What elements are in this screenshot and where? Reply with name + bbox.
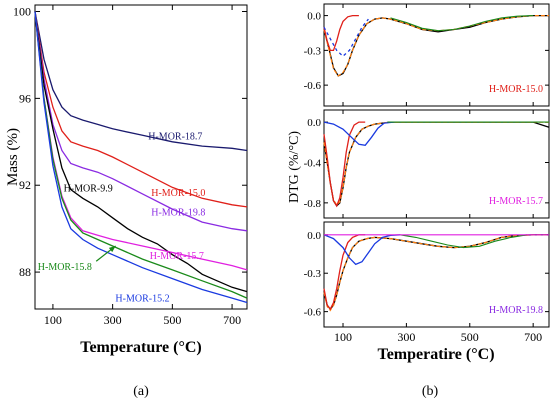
series-line-h-mor-9-9 <box>34 11 248 293</box>
subplot-ytick-label: -0.3 <box>304 268 322 280</box>
dtg-curve-h-mor-15-0-3 <box>323 18 369 58</box>
panel-a-ticks: 100 300 500 700 88 92 96 100 <box>13 5 247 327</box>
panel-b-panel-label: (b) <box>422 384 439 399</box>
series-line-h-mor-15-7 <box>34 11 248 271</box>
panel-a-ylabel: Mass (%) <box>5 128 21 186</box>
panel-b-xlabel: Temperatire (°C) <box>377 346 494 363</box>
dtg-curve-h-mor-19-8-1 <box>323 234 549 312</box>
panel-a-plot-frame <box>34 4 248 310</box>
series-label-h-mor-15-8: H-MOR-15.8 <box>38 262 92 273</box>
panel-b-subplots: 0.0 -0.3 -0.6 H-MOR-15.0 0.0 -0.4 -0.8 H-MOR-15… <box>304 3 550 344</box>
subplot-ytick-label: -0.6 <box>304 307 322 319</box>
panel-b-xtick-label: 300 <box>397 330 415 344</box>
panel-a-series-labels: H-MOR-18.7 H-MOR-15.0 H-MOR-19.8 H-MOR-9.9 H… <box>38 132 206 305</box>
panel-a-ytick-label: 92 <box>19 178 31 192</box>
panel-b-xtick-label: 700 <box>524 330 542 344</box>
subplot-h-mor-15-0: 0.0 -0.3 -0.6 H-MOR-15.0 <box>304 3 550 107</box>
series-line-h-mor-15-0 <box>34 11 248 208</box>
subplot-ytick-label: -0.4 <box>304 157 322 169</box>
series-label-h-mor-15-0: H-MOR-15.0 <box>151 188 205 199</box>
panel-a-xlabel: Temperature (°C) <box>80 339 201 356</box>
dtg-curve-h-mor-19-8-3 <box>323 234 401 266</box>
series-label-h-mor-19-8: H-MOR-19.8 <box>151 208 205 219</box>
subplot-frame <box>323 109 550 219</box>
subplot-ytick-label: -0.6 <box>304 80 322 92</box>
panel-a-ytick-label: 100 <box>13 5 31 19</box>
panel-b-xtick-label: 500 <box>461 330 479 344</box>
panel-a-panel-label: (a) <box>133 384 149 399</box>
panel-b-xtick-label: 100 <box>334 330 352 344</box>
panel-a-xtick-label: 700 <box>223 313 241 327</box>
dtg-curve-h-mor-15-7-1 <box>323 121 549 206</box>
subplot-frame <box>323 3 550 107</box>
dtg-curve-h-mor-15-0-1 <box>323 15 549 77</box>
dtg-curve-h-mor-19-8-4 <box>400 234 527 249</box>
panel-a-tga-chart: 100 300 500 700 88 92 96 100 H-MOR-18.7 H-MOR-15… <box>5 4 248 399</box>
panel-a-ytick-label: 96 <box>19 91 31 105</box>
subplot-name-h-mor-15-7: H-MOR-15.7 <box>489 196 543 207</box>
dtg-curve-h-mor-15-0-2 <box>323 14 359 52</box>
subplot-name-h-mor-19-8: H-MOR-19.8 <box>489 305 543 316</box>
series-label-h-mor-18-7: H-MOR-18.7 <box>148 132 202 143</box>
series-label-h-mor-15-2: H-MOR-15.2 <box>115 293 169 304</box>
subplot-ytick-label: 0.0 <box>307 230 321 242</box>
series-label-h-mor-9-9: H-MOR-9.9 <box>64 184 113 195</box>
dtg-curve-h-mor-15-7-2 <box>323 121 366 208</box>
panel-b-dtg-chart: 0.0 -0.3 -0.6 H-MOR-15.0 0.0 -0.4 -0.8 H-MOR-15… <box>287 3 550 399</box>
subplot-h-mor-19-8: 100 300 500 700 0.0 -0.3 -0.6 H-MOR-19.8 <box>304 221 550 344</box>
series-line-h-mor-18-7 <box>34 11 248 152</box>
panel-a-xtick-label: 500 <box>163 313 181 327</box>
subplot-ytick-label: 0.0 <box>307 11 321 23</box>
series-line-h-mor-15-2 <box>34 11 248 304</box>
subplot-frame <box>323 221 550 328</box>
subplot-ytick-label: 0.0 <box>307 117 321 129</box>
series-label-h-mor-15-7: H-MOR-15.7 <box>150 251 204 262</box>
series-line-h-mor-19-8 <box>34 11 248 232</box>
subplot-ytick-label: -0.8 <box>304 198 322 210</box>
subplot-ytick-label: -0.3 <box>304 45 322 57</box>
dtg-curve-h-mor-15-7-3 <box>323 121 394 147</box>
panel-a-xtick-label: 100 <box>44 313 62 327</box>
panel-b-ylabel: DTG (%/°C) <box>287 131 302 203</box>
subplot-h-mor-15-7: 0.0 -0.4 -0.8 H-MOR-15.7 <box>304 109 550 219</box>
panel-a-xtick-label: 300 <box>104 313 122 327</box>
panel-a-ytick-label: 88 <box>19 265 31 279</box>
annotation-arrow-head <box>108 246 116 253</box>
dtg-curve-h-mor-19-8-2 <box>323 234 366 311</box>
series-line-h-mor-15-8 <box>34 11 248 299</box>
dtg-curve-h-mor-15-0-4 <box>390 15 534 32</box>
panel-a-series <box>34 11 248 304</box>
dtg-curve-h-mor-15-0-0 <box>323 14 549 77</box>
subplot-name-h-mor-15-0: H-MOR-15.0 <box>489 84 543 95</box>
